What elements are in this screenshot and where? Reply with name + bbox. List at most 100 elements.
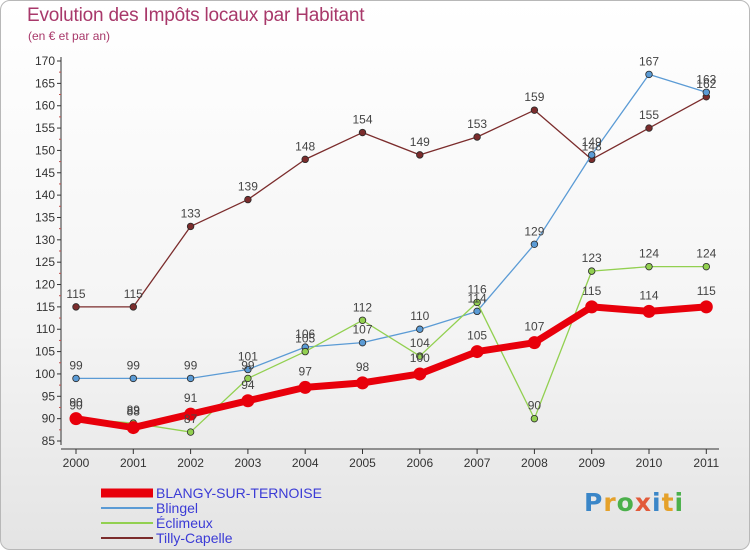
data-point [186, 222, 195, 231]
series-line-tilly-capelle [75, 96, 707, 308]
data-label: 148 [295, 139, 315, 153]
y-tick-label: 170 [35, 54, 55, 68]
data-point [588, 267, 596, 275]
logo-letter: x [634, 488, 652, 517]
data-point [244, 195, 252, 204]
x-tick-label: 2001 [120, 456, 147, 470]
legend-label: Blingel [156, 500, 198, 516]
data-point [186, 374, 195, 383]
data-point [184, 407, 198, 421]
logo-letter: r [603, 488, 617, 517]
data-point [702, 88, 710, 96]
data-point [645, 124, 653, 132]
data-point [530, 414, 539, 423]
data-point [416, 352, 424, 360]
y-tick-label: 155 [35, 121, 55, 135]
x-tick-label: 2003 [235, 456, 262, 470]
data-label: 99 [69, 358, 83, 372]
logo-letter: t [661, 488, 675, 517]
data-label: 105 [295, 332, 315, 346]
data-point [473, 133, 481, 141]
data-label: 133 [181, 206, 201, 220]
data-label: 153 [467, 117, 487, 131]
data-point [126, 421, 140, 435]
data-label: 115 [66, 287, 85, 301]
y-tick-label: 160 [35, 99, 55, 113]
x-tick-label: 2005 [349, 456, 376, 470]
data-label: 159 [524, 90, 544, 104]
y-tick-label: 140 [35, 188, 55, 202]
legend: BLANGY-SUR-TERNOISEBlingelÉclimeuxTilly-… [101, 485, 322, 546]
x-tick-label: 2007 [464, 456, 491, 470]
series-line-blingel [75, 73, 707, 380]
data-label: 90 [69, 396, 83, 410]
logo-letter: i [652, 488, 662, 517]
data-label: 129 [524, 224, 544, 238]
data-point [588, 151, 596, 159]
data-point [699, 300, 713, 314]
data-label: 106 [295, 327, 315, 341]
data-label: 155 [639, 108, 659, 122]
y-tick-label: 150 [35, 143, 55, 157]
data-point [473, 298, 481, 307]
proxiti-logo: Proxiti [584, 488, 684, 517]
data-point [702, 262, 710, 271]
data-label: 91 [184, 391, 198, 405]
logo-letter: P [584, 488, 604, 517]
data-point [358, 316, 367, 324]
data-point [244, 374, 252, 383]
y-tick-label: 90 [42, 412, 56, 426]
data-point [645, 70, 653, 79]
data-label: 163 [696, 72, 716, 86]
y-tick-label: 135 [35, 210, 55, 224]
data-point [530, 106, 539, 114]
data-label: 112 [353, 300, 372, 314]
data-point [530, 240, 539, 248]
data-label: 90 [528, 399, 542, 413]
data-label: 98 [356, 360, 370, 374]
y-tick-label: 85 [42, 434, 56, 448]
y-tick-label: 120 [35, 278, 55, 292]
data-point [186, 428, 195, 436]
data-point [416, 151, 424, 159]
data-point [358, 128, 367, 137]
data-point [470, 345, 484, 359]
data-label: 148 [582, 139, 602, 153]
data-point [527, 336, 541, 350]
series-line-blangy-sur-ternoise [72, 303, 710, 432]
logo-letter: i [674, 488, 685, 517]
series-line--climeux [75, 265, 707, 433]
data-point [585, 300, 599, 314]
legend-label: Éclimeux [156, 515, 213, 531]
data-label: 124 [639, 247, 659, 261]
data-label: 110 [410, 309, 429, 323]
data-label: 115 [582, 284, 601, 298]
series-layer [69, 70, 713, 436]
y-tick-label: 165 [35, 76, 55, 90]
data-label: 115 [124, 287, 143, 301]
x-tick-label: 2004 [292, 456, 319, 470]
data-label: 162 [696, 77, 716, 91]
x-tick-label: 2009 [578, 456, 605, 470]
data-label: 104 [410, 336, 430, 350]
data-label: 88 [127, 405, 141, 419]
data-point [298, 380, 312, 394]
y-tick-label: 105 [35, 345, 55, 359]
data-point [244, 365, 252, 374]
axes: 85 90 95 100 105 110 115 120 125 130 135 140 145 150 1… [35, 54, 720, 470]
data-label: 167 [639, 54, 659, 68]
data-point [72, 374, 80, 383]
chart-title: Evolution des Impôts locaux par Habitant [27, 5, 365, 26]
chart-subtitle: (en € et par an) [28, 29, 111, 43]
data-label: 154 [352, 113, 372, 127]
logo-letter: o [616, 488, 635, 517]
y-tick-label: 130 [35, 233, 55, 247]
data-label: 105 [467, 329, 487, 343]
data-label: 116 [468, 282, 487, 296]
data-label: 114 [639, 288, 658, 302]
x-tick-label: 2008 [521, 456, 548, 470]
data-label: 94 [241, 378, 255, 392]
data-label: 107 [524, 320, 544, 334]
